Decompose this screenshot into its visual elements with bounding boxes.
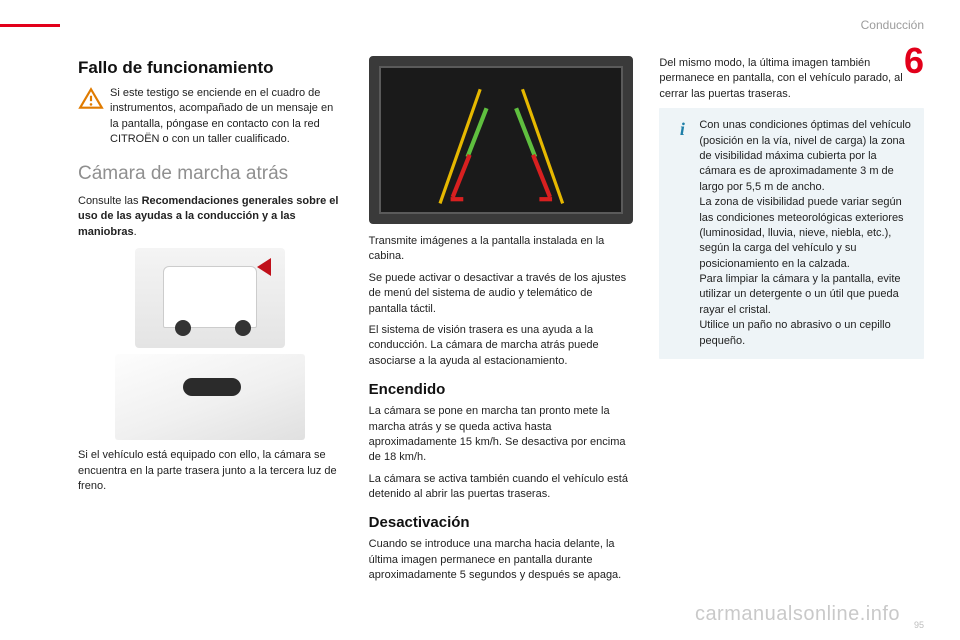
warning-text: Si este testigo se enciende en el cuadro…: [110, 86, 343, 148]
page-number-small: 95: [914, 620, 924, 630]
column-2: Transmite imágenes a la pantalla instala…: [369, 56, 634, 596]
desactivacion-text: Cuando se introduce una marcha hacia del…: [369, 537, 634, 583]
guideline-svg: [379, 66, 624, 214]
van-wheel-icon: [235, 320, 251, 336]
watermark-text: carmanualsonline.info: [695, 603, 900, 626]
camera-closeup-illustration: [115, 354, 305, 440]
heading-encendido: Encendido: [369, 379, 634, 400]
accent-bar: [0, 24, 60, 27]
heading-fallo: Fallo de funcionamiento: [78, 56, 343, 80]
column-3: Del mismo modo, la última imagen también…: [659, 56, 924, 596]
rear-camera-screen: [369, 56, 634, 224]
consult-pre: Consulte las: [78, 195, 142, 207]
encendido-text-1: La cámara se pone en marcha tan pronto m…: [369, 404, 634, 466]
info-box: i Con unas condiciones óptimas del vehíc…: [659, 108, 924, 359]
heading-desactivacion: Desactivación: [369, 512, 634, 533]
equip-text: Si el vehículo está equipado con ello, l…: [78, 448, 343, 494]
van-body-shape: [163, 266, 257, 328]
activate-text: Se puede activar o desactivar a través d…: [369, 271, 634, 317]
warning-triangle-icon: [78, 86, 104, 112]
transmit-text: Transmite imágenes a la pantalla instala…: [369, 234, 634, 265]
content-columns: Fallo de funcionamiento Si este testigo …: [78, 56, 924, 596]
mismo-text: Del mismo modo, la última imagen también…: [659, 56, 924, 102]
encendido-text-2: La cámara se activa también cuando el ve…: [369, 472, 634, 503]
info-icon: i: [671, 118, 693, 140]
red-arrow-icon: [257, 258, 271, 276]
warning-block: Si este testigo se enciende en el cuadro…: [78, 86, 343, 148]
van-illustration: [135, 248, 285, 348]
van-wheel-icon: [175, 320, 191, 336]
info-text: Con unas condiciones óptimas del vehícul…: [699, 118, 912, 349]
camera-lens-shape: [183, 378, 241, 396]
consult-post: .: [134, 226, 137, 238]
header-section: Conducción: [861, 18, 924, 32]
heading-camara: Cámara de marcha atrás: [78, 161, 343, 188]
system-text: El sistema de visión trasera es una ayud…: [369, 323, 634, 369]
column-1: Fallo de funcionamiento Si este testigo …: [78, 56, 343, 596]
consult-text: Consulte las Recomendaciones generales s…: [78, 194, 343, 240]
